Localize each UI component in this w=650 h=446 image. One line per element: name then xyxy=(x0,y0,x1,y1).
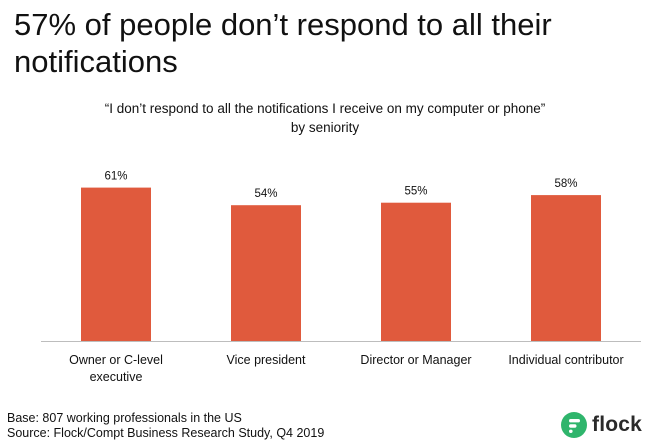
bar-chart: 61% Owner or C-level executive 54% Vice pres… xyxy=(41,171,641,384)
chart-subtitle-line-2: by seniority xyxy=(290,120,360,135)
x-axis-tick-label: Director or Manager xyxy=(360,353,471,367)
bar-value-label: 55% xyxy=(404,186,427,198)
flock-logo-text: flock xyxy=(592,413,643,436)
chart-subtitle: “I don’t respond to all the notification… xyxy=(0,99,650,137)
chart-subtitle-line-1: “I don’t respond to all the notification… xyxy=(104,101,546,116)
x-axis-tick-label: Vice president xyxy=(227,353,307,367)
bar-value-label: 54% xyxy=(254,188,277,200)
bar-value-label: 61% xyxy=(104,171,127,183)
bar xyxy=(381,202,451,341)
page-title: 57% of people don’t respond to all their… xyxy=(14,7,552,79)
x-axis-tick-label: Owner or C-level xyxy=(69,353,163,367)
footer: Base: 807 working professionals in the U… xyxy=(7,411,324,441)
flock-logo: flock xyxy=(561,410,642,440)
bar xyxy=(531,195,601,341)
x-axis-tick-label: executive xyxy=(90,370,143,384)
x-axis-tick-label: Individual contributor xyxy=(508,353,623,367)
bar xyxy=(81,187,151,341)
flock-logo-icon xyxy=(561,412,587,438)
bar-value-label: 58% xyxy=(554,178,577,190)
footer-source-note: Source: Flock/Compt Business Research St… xyxy=(7,426,325,440)
bar xyxy=(231,205,301,341)
footer-base-note: Base: 807 working professionals in the U… xyxy=(7,411,242,425)
